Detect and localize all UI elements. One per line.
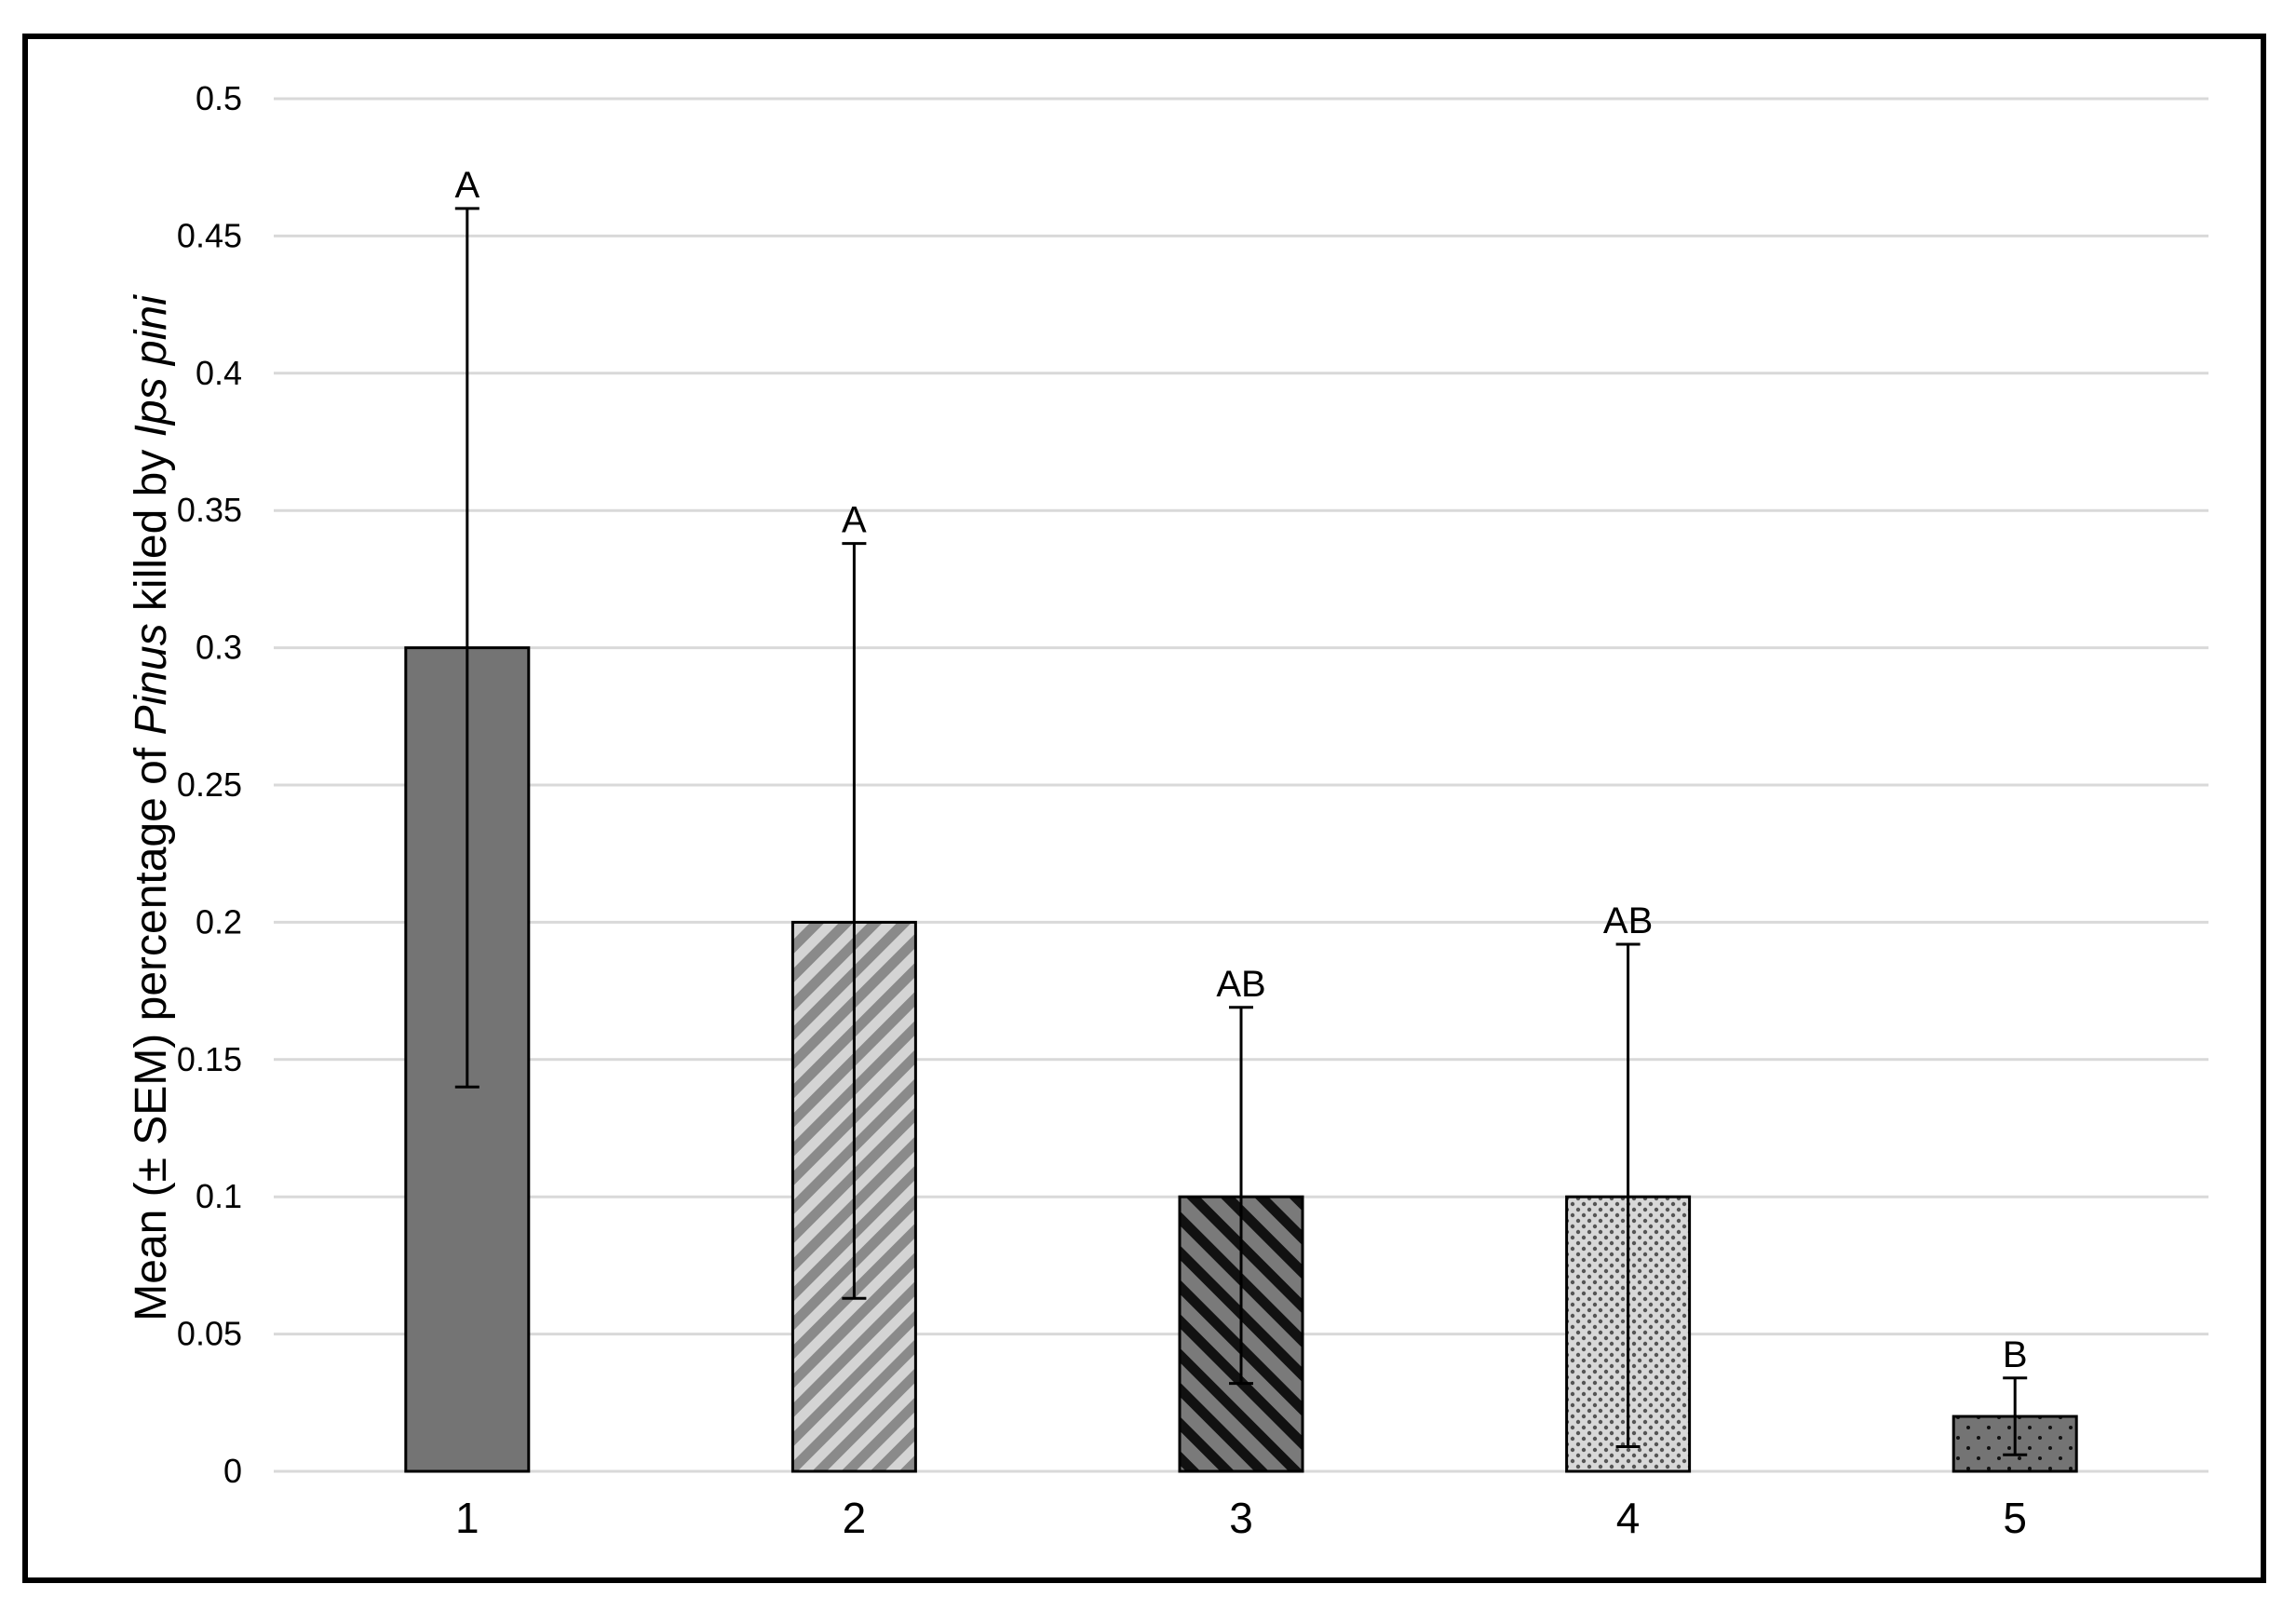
error-bar-2 — [842, 542, 867, 1300]
y-axis-title-genus: Pinus — [127, 623, 176, 735]
y-tick-label: 0.3 — [196, 629, 242, 667]
y-tick-label: 0.25 — [177, 765, 242, 804]
x-tick-label-3: 3 — [1229, 1494, 1253, 1542]
y-axis-title: Mean (± SEM) percentage of Pinus killed … — [127, 294, 176, 1321]
significance-letter-3: AB — [1216, 964, 1265, 1005]
error-bar-5 — [2003, 1376, 2028, 1456]
x-tick-label-2: 2 — [843, 1494, 867, 1542]
significance-letter-2: A — [842, 500, 867, 541]
x-tick-label-4: 4 — [1616, 1494, 1641, 1542]
y-tick-label: 0.45 — [177, 216, 242, 254]
y-tick-label: 0.2 — [196, 902, 242, 941]
y-tick-label: 0.5 — [196, 79, 242, 117]
significance-letter-1: A — [454, 165, 479, 206]
error-bar-1 — [454, 207, 479, 1089]
y-axis-ticks: 0 0.05 0.1 0.15 0.2 0.25 0.3 0.35 0.4 0.45 0.5 — [177, 79, 242, 1490]
x-axis-categories: 1 2 3 4 5 — [455, 1494, 2027, 1542]
y-tick-label: 0.35 — [177, 491, 242, 529]
gridlines — [274, 97, 2208, 1473]
error-bars — [454, 207, 2028, 1456]
y-axis-title-species: Ips pini — [127, 294, 176, 437]
y-tick-label: 0.1 — [196, 1177, 242, 1215]
y-tick-label: 0.4 — [196, 354, 242, 392]
error-bar-3 — [1229, 1006, 1253, 1386]
bar-chart: 00.050.10.150.20.250.30.350.40.450.5 AAA… — [127, 79, 2208, 1542]
y-tick-label: 0.15 — [177, 1040, 242, 1078]
y-tick-label: 0 — [223, 1452, 242, 1490]
significance-letter-5: B — [2003, 1334, 2028, 1375]
x-tick-label-5: 5 — [2003, 1494, 2027, 1542]
y-axis-title-prefix: Mean (± SEM) percentage of — [127, 735, 176, 1320]
y-tick-label: 0.05 — [177, 1315, 242, 1353]
significance-letters: A A AB AB B — [454, 165, 2027, 1375]
x-tick-label-1: 1 — [455, 1494, 479, 1542]
significance-letter-4: AB — [1603, 900, 1653, 941]
y-axis-title-middle: killed by — [127, 437, 176, 623]
error-bar-4 — [1615, 942, 1641, 1448]
